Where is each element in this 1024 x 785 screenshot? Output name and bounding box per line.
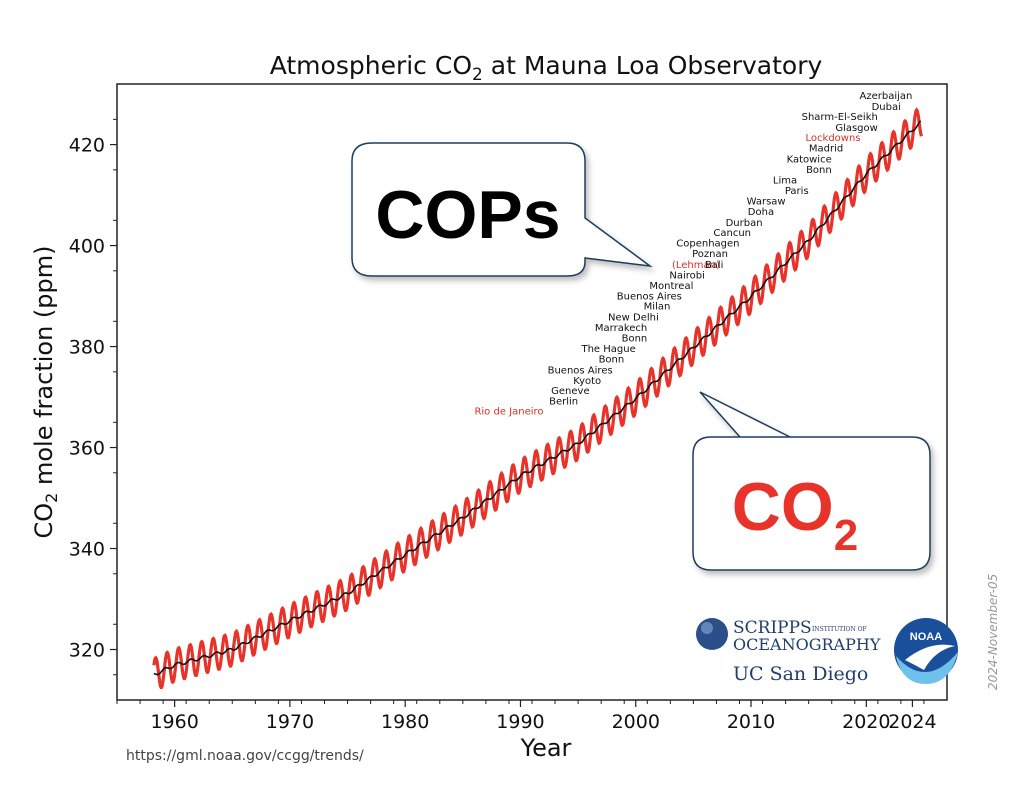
y-tick-label: 340 bbox=[69, 539, 105, 561]
cop-label: Geneve bbox=[551, 386, 589, 397]
x-tick-label: 1960 bbox=[150, 711, 198, 733]
noaa-logo: NOAA bbox=[894, 618, 958, 684]
ucsd-logo-text: UC San Diego bbox=[733, 663, 868, 685]
cop-label: Montreal bbox=[649, 281, 693, 292]
trend-co2-line bbox=[153, 120, 922, 676]
cop-label: Lima bbox=[773, 175, 797, 186]
cop-label: Dubai bbox=[872, 102, 901, 113]
cop-label: Rio de Janeiro bbox=[474, 407, 543, 418]
cops-bubble-shape bbox=[351, 142, 653, 277]
cop-label: Nairobi bbox=[669, 270, 705, 281]
cop-label: Bonn bbox=[599, 355, 625, 366]
x-tick-label: 1980 bbox=[381, 711, 429, 733]
cop-label: Berlin bbox=[549, 397, 578, 408]
x-tick-label: 2024 bbox=[888, 711, 936, 733]
title-part-2: at Mauna Loa Observatory bbox=[483, 51, 823, 80]
cop-label: Marrakech bbox=[595, 323, 647, 334]
x-tick-label: 2000 bbox=[612, 711, 660, 733]
cop-label: Katowice bbox=[787, 154, 832, 165]
y-tick-label: 320 bbox=[69, 640, 105, 662]
y-tick-label: 380 bbox=[69, 337, 105, 359]
monthly-series bbox=[152, 107, 923, 690]
cop-label: Warsaw bbox=[747, 197, 786, 208]
source-url: https://gml.noaa.gov/ccgg/trends/ bbox=[126, 748, 364, 764]
cop-label: Madrid bbox=[809, 144, 843, 155]
cops-bubble-text: COPs bbox=[375, 177, 560, 253]
cop-label: (Lehman) bbox=[672, 260, 720, 271]
co2-bubble-main: CO bbox=[732, 469, 834, 545]
scripps-logo: SCRIPPS INSTITUTION OF OCEANOGRAPHY UC S… bbox=[696, 618, 881, 685]
co2-bubble-text: CO2 bbox=[732, 469, 858, 560]
globe-highlight bbox=[701, 622, 713, 634]
cop-label: Glasgow bbox=[835, 123, 878, 134]
ylabel-subscript: 2 bbox=[42, 493, 61, 503]
x-axis-label: Year bbox=[520, 734, 572, 762]
scripps-line-1-small: INSTITUTION OF bbox=[812, 626, 867, 633]
chart-title: Atmospheric CO2 at Mauna Loa Observatory bbox=[270, 51, 823, 85]
cop-label: Kyoto bbox=[573, 376, 601, 387]
y-tick-label: 400 bbox=[69, 236, 105, 258]
cop-label: Lockdowns bbox=[806, 133, 861, 144]
y-axis-label: CO2 mole fraction (ppm) bbox=[30, 246, 61, 539]
cop-label: Bali bbox=[705, 260, 724, 271]
cop-label: Bonn bbox=[622, 334, 648, 345]
title-subscript: 2 bbox=[472, 65, 483, 85]
cop-label: Paris bbox=[785, 186, 809, 197]
co2-bubble-subscript: 2 bbox=[834, 511, 858, 560]
date-stamp: 2024-November-05 bbox=[986, 574, 1000, 690]
cop-label: Sharm-El-Seikh bbox=[802, 112, 878, 123]
cop-label: Buenos Aires bbox=[617, 292, 682, 303]
cop-label: Milan bbox=[644, 302, 671, 313]
noaa-bird-icon bbox=[905, 644, 955, 670]
cop-label: Bonn bbox=[806, 165, 832, 176]
x-tick-label: 2020 bbox=[842, 711, 890, 733]
co2-bubble: CO2 bbox=[692, 391, 931, 571]
cop-label: The Hague bbox=[580, 344, 635, 355]
ylabel-part-2: mole fraction (ppm) bbox=[30, 246, 58, 493]
noaa-wave bbox=[896, 652, 958, 684]
monthly-co2-line bbox=[152, 107, 923, 690]
noaa-text: NOAA bbox=[910, 631, 942, 643]
x-tick-label: 1990 bbox=[496, 711, 544, 733]
x-tick-label: 2010 bbox=[727, 711, 775, 733]
co2-bubble-shape bbox=[692, 391, 931, 571]
cop-label: Azerbaijan bbox=[860, 91, 913, 102]
cop-label: Cancun bbox=[713, 228, 751, 239]
cop-label: Copenhagen bbox=[676, 239, 739, 250]
ylabel-part-1: CO bbox=[30, 503, 58, 539]
scripps-line-2: OCEANOGRAPHY bbox=[733, 635, 881, 654]
cop-label: Durban bbox=[726, 218, 763, 229]
cop-label: New Delhi bbox=[608, 312, 659, 323]
scripps-line-1: SCRIPPS bbox=[733, 618, 812, 638]
cop-label: Doha bbox=[748, 207, 774, 218]
cop-label: Buenos Aires bbox=[548, 365, 613, 376]
trend-series bbox=[153, 120, 922, 676]
y-tick-label: 360 bbox=[69, 438, 105, 460]
x-tick-label: 1970 bbox=[266, 711, 314, 733]
cop-label: Poznan bbox=[692, 249, 728, 260]
title-part-1: Atmospheric CO bbox=[270, 51, 472, 80]
cops-bubble: COPs bbox=[351, 142, 653, 277]
globe-icon bbox=[696, 618, 728, 650]
y-tick-label: 420 bbox=[69, 135, 105, 157]
